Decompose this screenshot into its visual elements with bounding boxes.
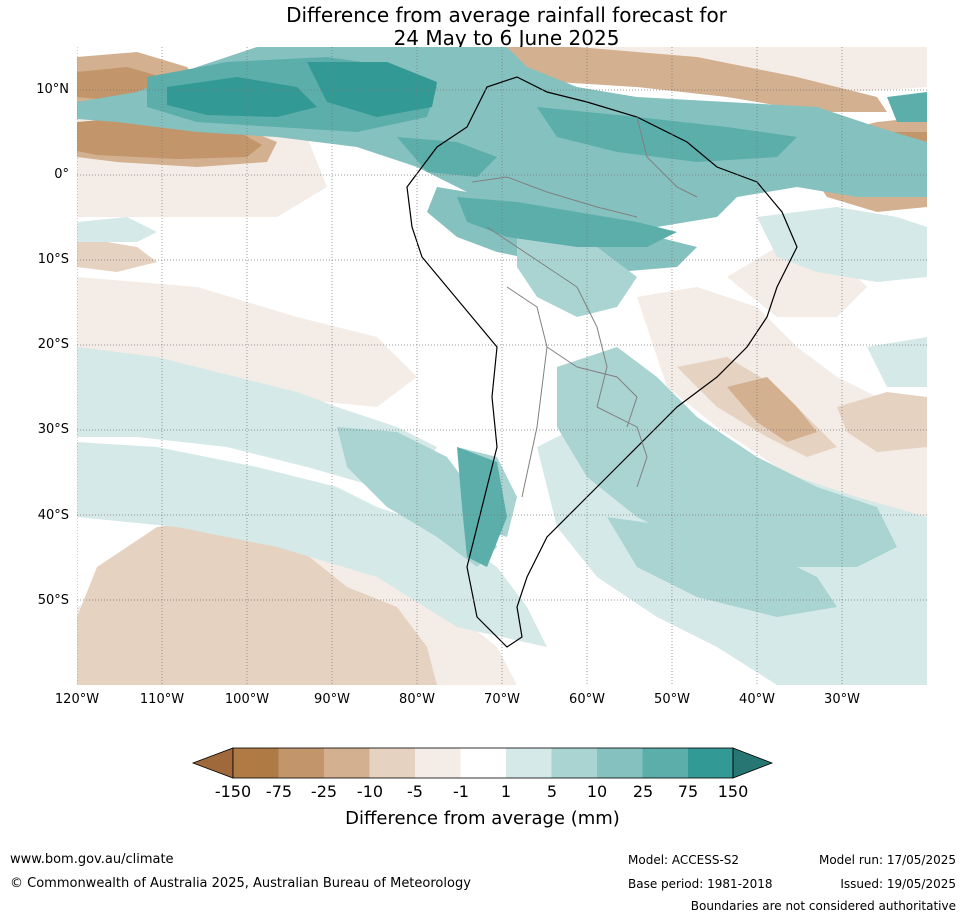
colorbar-tick: -5	[407, 782, 423, 801]
colorbar-tick: -10	[356, 782, 384, 801]
colorbar-tick: 150	[717, 782, 749, 801]
colorbar-swatch-3	[324, 748, 370, 778]
rainfall-anomaly-map	[77, 47, 927, 685]
map-canvas	[77, 47, 927, 685]
colorbar-swatch-high	[732, 747, 774, 779]
colorbar-label: Difference from average (mm)	[345, 808, 620, 829]
lat-label-0: 0°	[54, 167, 69, 182]
footer-model-run: Model run: 17/05/2025	[818, 853, 956, 867]
lat-label-20s: 20°S	[37, 337, 69, 352]
colorbar-swatch-4	[369, 748, 415, 778]
colorbar	[190, 745, 775, 785]
colorbar-tick: 25	[632, 782, 654, 801]
colorbar-swatch-11	[688, 748, 733, 778]
colorbar-tick: 5	[546, 782, 558, 801]
footer-url: www.bom.gov.au/climate	[10, 852, 174, 867]
colorbar-swatch-9	[597, 748, 643, 778]
lat-label-40s: 40°S	[37, 508, 69, 523]
colorbar-tick: -75	[265, 782, 293, 801]
lon-label-70w: 70°W	[484, 692, 520, 707]
lon-label-90w: 90°W	[314, 692, 350, 707]
lat-label-50s: 50°S	[37, 593, 69, 608]
lon-label-60w: 60°W	[569, 692, 605, 707]
colorbar-tick: -25	[310, 782, 338, 801]
lon-label-80w: 80°W	[399, 692, 435, 707]
lat-label-30s: 30°S	[37, 422, 69, 437]
colorbar-swatch-5	[415, 748, 461, 778]
lon-label-40w: 40°W	[739, 692, 775, 707]
lon-label-30w: 30°W	[824, 692, 860, 707]
colorbar-tick: 10	[586, 782, 608, 801]
colorbar-swatch-low	[191, 747, 234, 779]
map-title: Difference from average rainfall forecas…	[0, 4, 965, 50]
colorbar-tick: 75	[677, 782, 699, 801]
colorbar-swatch-2	[278, 748, 324, 778]
lon-label-100w: 100°W	[224, 692, 270, 707]
colorbar-swatch-8	[551, 748, 597, 778]
colorbar-tick: 1	[500, 782, 512, 801]
colorbar-swatches	[191, 747, 774, 779]
footer-model: Model: ACCESS-S2	[628, 853, 740, 867]
lon-label-50w: 50°W	[654, 692, 690, 707]
lat-label-10s: 10°S	[37, 252, 69, 267]
footer-disclaimer: Boundaries are not considered authoritat…	[690, 899, 956, 913]
title-line-1: Difference from average rainfall forecas…	[286, 3, 727, 27]
colorbar-swatch-7	[506, 748, 552, 778]
title-line-2: 24 May to 6 June 2025	[393, 26, 620, 50]
colorbar-tick: -150	[214, 782, 252, 801]
colorbar-swatch-1	[233, 748, 279, 778]
lat-label-10n: 10°N	[36, 82, 69, 97]
lon-label-120w: 120°W	[54, 692, 100, 707]
colorbar-tick: -1	[453, 782, 469, 801]
colorbar-swatch-6	[460, 748, 506, 778]
footer-copyright: © Commonwealth of Australia 2025, Austra…	[10, 876, 471, 891]
colorbar-swatch-10	[642, 748, 688, 778]
footer-base-period: Base period: 1981-2018	[628, 877, 773, 891]
lon-label-110w: 110°W	[139, 692, 185, 707]
footer-issued: Issued: 19/05/2025	[840, 877, 956, 891]
